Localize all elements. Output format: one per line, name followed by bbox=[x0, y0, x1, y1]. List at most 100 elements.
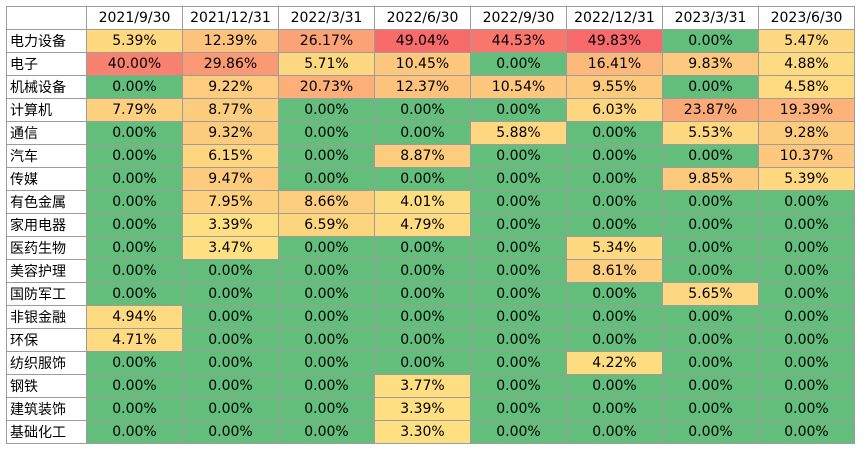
heatmap-cell: 0.00% bbox=[182, 259, 279, 283]
heatmap-cell: 9.32% bbox=[182, 121, 279, 145]
column-header: 2023/6/30 bbox=[758, 6, 855, 30]
heatmap-cell: 0.00% bbox=[374, 305, 471, 329]
row-label: 电子 bbox=[6, 52, 87, 76]
heatmap-cell: 3.39% bbox=[182, 213, 279, 237]
heatmap-cell: 0.00% bbox=[758, 328, 855, 352]
table-row: 钢铁 0.00% 0.00% 0.00% 3.77% 0.00% 0.00% 0.00% 0.0… bbox=[6, 374, 855, 398]
heatmap-cell: 4.88% bbox=[758, 52, 855, 76]
table-row: 传媒 0.00% 9.47% 0.00% 0.00% 0.00% 0.00% 9.85% 5.3… bbox=[6, 167, 855, 191]
heatmap-cell: 0.00% bbox=[662, 397, 759, 421]
column-header: 2022/9/30 bbox=[470, 6, 567, 30]
heatmap-cell: 6.03% bbox=[566, 98, 663, 122]
heatmap-cell: 0.00% bbox=[86, 121, 183, 145]
table-row: 家用电器 0.00% 3.39% 6.59% 4.79% 0.00% 0.00% 0.00% 0… bbox=[6, 213, 855, 237]
row-label: 国防军工 bbox=[6, 282, 87, 306]
table-body: 电力设备 5.39% 12.39% 26.17% 49.04% 44.53% 49.83% 0… bbox=[6, 29, 855, 444]
heatmap-cell: 0.00% bbox=[758, 305, 855, 329]
table-row: 国防军工 0.00% 0.00% 0.00% 0.00% 0.00% 0.00% 5.65% 0… bbox=[6, 282, 855, 306]
heatmap-cell: 0.00% bbox=[662, 29, 759, 53]
heatmap-cell: 0.00% bbox=[470, 282, 567, 306]
heatmap-cell: 49.04% bbox=[374, 29, 471, 53]
heatmap-cell: 8.61% bbox=[566, 259, 663, 283]
heatmap-cell: 0.00% bbox=[470, 351, 567, 375]
heatmap-cell: 4.94% bbox=[86, 305, 183, 329]
heatmap-cell: 0.00% bbox=[566, 397, 663, 421]
heatmap-cell: 0.00% bbox=[278, 167, 375, 191]
heatmap-cell: 0.00% bbox=[470, 420, 567, 444]
heatmap-cell: 0.00% bbox=[470, 190, 567, 214]
row-label: 非银金融 bbox=[6, 305, 87, 329]
heatmap-cell: 5.53% bbox=[662, 121, 759, 145]
heatmap-cell: 19.39% bbox=[758, 98, 855, 122]
heatmap-cell: 0.00% bbox=[758, 236, 855, 260]
heatmap-cell: 0.00% bbox=[566, 328, 663, 352]
heatmap-cell: 49.83% bbox=[566, 29, 663, 53]
heatmap-cell: 0.00% bbox=[470, 374, 567, 398]
heatmap-cell: 0.00% bbox=[662, 213, 759, 237]
heatmap-cell: 0.00% bbox=[566, 374, 663, 398]
heatmap-cell: 0.00% bbox=[662, 328, 759, 352]
heatmap-cell: 7.95% bbox=[182, 190, 279, 214]
heatmap-cell: 26.17% bbox=[278, 29, 375, 53]
heatmap-cell: 0.00% bbox=[758, 190, 855, 214]
heatmap-cell: 0.00% bbox=[470, 213, 567, 237]
heatmap-cell: 0.00% bbox=[662, 236, 759, 260]
row-label: 基础化工 bbox=[6, 420, 87, 444]
heatmap-cell: 0.00% bbox=[86, 374, 183, 398]
heatmap-cell: 0.00% bbox=[182, 420, 279, 444]
table-row: 电子 40.00% 29.86% 5.71% 10.45% 0.00% 16.41% 9.83… bbox=[6, 52, 855, 76]
heatmap-cell: 0.00% bbox=[758, 397, 855, 421]
table-row: 计算机 7.79% 8.77% 0.00% 0.00% 0.00% 6.03% 23.87% 1… bbox=[6, 98, 855, 122]
heatmap-cell: 5.88% bbox=[470, 121, 567, 145]
heatmap-cell: 0.00% bbox=[662, 374, 759, 398]
row-label: 机械设备 bbox=[6, 75, 87, 99]
column-header: 2023/3/31 bbox=[662, 6, 759, 30]
heatmap-cell: 3.30% bbox=[374, 420, 471, 444]
heatmap-cell: 0.00% bbox=[758, 282, 855, 306]
heatmap-cell: 0.00% bbox=[182, 351, 279, 375]
heatmap-cell: 0.00% bbox=[374, 259, 471, 283]
row-label: 计算机 bbox=[6, 98, 87, 122]
heatmap-cell: 0.00% bbox=[278, 305, 375, 329]
heatmap-cell: 20.73% bbox=[278, 75, 375, 99]
row-label: 传媒 bbox=[6, 167, 87, 191]
heatmap-cell: 0.00% bbox=[278, 328, 375, 352]
heatmap-cell: 29.86% bbox=[182, 52, 279, 76]
heatmap-cell: 0.00% bbox=[566, 190, 663, 214]
heatmap-cell: 4.58% bbox=[758, 75, 855, 99]
heatmap-cell: 0.00% bbox=[278, 144, 375, 168]
heatmap-cell: 0.00% bbox=[758, 351, 855, 375]
heatmap-cell: 8.77% bbox=[182, 98, 279, 122]
table-row: 电力设备 5.39% 12.39% 26.17% 49.04% 44.53% 49.83% 0… bbox=[6, 29, 855, 53]
heatmap-cell: 0.00% bbox=[470, 167, 567, 191]
heatmap-cell: 5.39% bbox=[758, 167, 855, 191]
heatmap-cell: 44.53% bbox=[470, 29, 567, 53]
heatmap-cell: 0.00% bbox=[86, 75, 183, 99]
heatmap-cell: 0.00% bbox=[662, 305, 759, 329]
heatmap-cell: 4.01% bbox=[374, 190, 471, 214]
heatmap-cell: 0.00% bbox=[86, 397, 183, 421]
heatmap-cell: 5.47% bbox=[758, 29, 855, 53]
heatmap-cell: 0.00% bbox=[182, 305, 279, 329]
header-row: 2021/9/30 2021/12/31 2022/3/31 2022/6/30 202… bbox=[6, 6, 855, 30]
row-label: 汽车 bbox=[6, 144, 87, 168]
column-header: 2021/9/30 bbox=[86, 6, 183, 30]
heatmap-cell: 0.00% bbox=[662, 144, 759, 168]
heatmap-cell: 0.00% bbox=[278, 121, 375, 145]
heatmap-cell: 0.00% bbox=[758, 420, 855, 444]
heatmap-cell: 0.00% bbox=[374, 167, 471, 191]
heatmap-cell: 9.28% bbox=[758, 121, 855, 145]
row-label: 家用电器 bbox=[6, 213, 87, 237]
table-row: 通信 0.00% 9.32% 0.00% 0.00% 5.88% 0.00% 5.53% 9.2… bbox=[6, 121, 855, 145]
heatmap-cell: 0.00% bbox=[566, 167, 663, 191]
row-label: 建筑装饰 bbox=[6, 397, 87, 421]
heatmap-cell: 7.79% bbox=[86, 98, 183, 122]
heatmap-cell: 5.65% bbox=[662, 282, 759, 306]
heatmap-cell: 9.47% bbox=[182, 167, 279, 191]
heatmap-cell: 0.00% bbox=[86, 190, 183, 214]
row-label: 纺织服饰 bbox=[6, 351, 87, 375]
heatmap-cell: 0.00% bbox=[566, 121, 663, 145]
heatmap-cell: 0.00% bbox=[278, 236, 375, 260]
heatmap-cell: 9.22% bbox=[182, 75, 279, 99]
heatmap-cell: 0.00% bbox=[374, 236, 471, 260]
